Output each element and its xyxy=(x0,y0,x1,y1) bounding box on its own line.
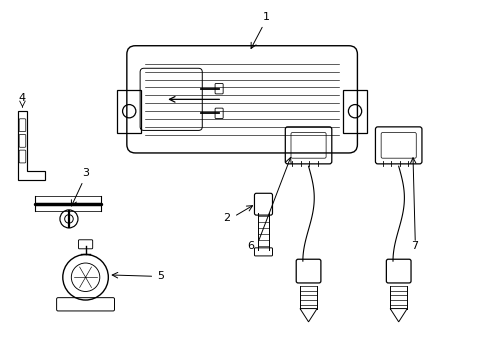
Text: 7: 7 xyxy=(411,242,418,251)
Text: 6: 6 xyxy=(246,242,253,251)
Text: 3: 3 xyxy=(82,168,89,177)
Text: 5: 5 xyxy=(157,271,163,281)
Text: 1: 1 xyxy=(263,12,270,22)
Text: 2: 2 xyxy=(223,213,230,223)
Text: 4: 4 xyxy=(19,93,26,103)
